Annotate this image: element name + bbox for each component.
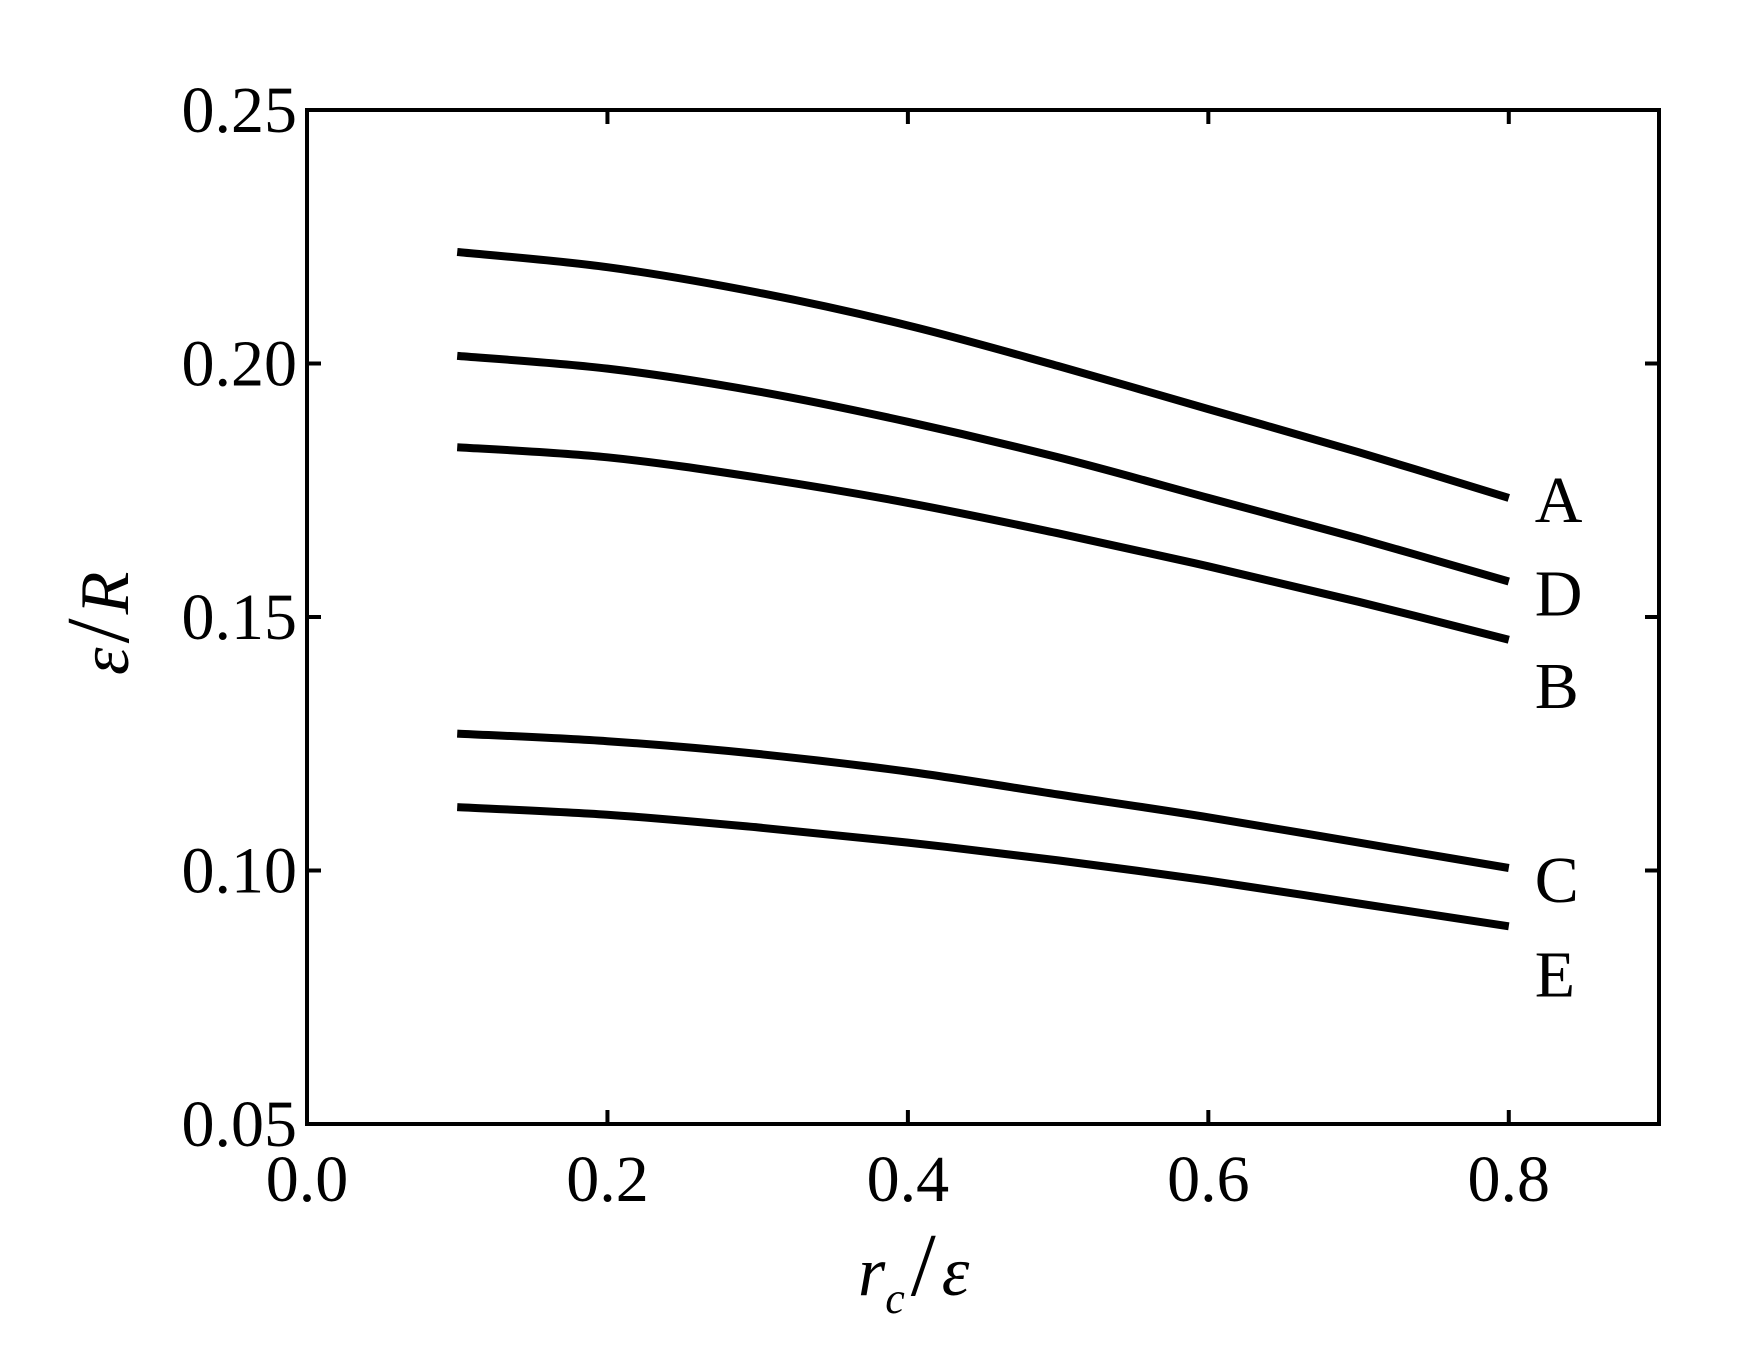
- x-axis-title-denominator: ε: [942, 1234, 970, 1311]
- series-label-a: A: [1535, 464, 1583, 537]
- x-tick-label: 0.8: [1468, 1143, 1551, 1216]
- series-line-e: [456, 803, 1510, 931]
- plot-frame-layer: [305, 108, 1661, 1126]
- series-label-c: C: [1535, 844, 1579, 917]
- y-axis-title-numerator: ε: [67, 647, 144, 675]
- series-layer: [456, 248, 1510, 931]
- y-tick-label: 0.25: [182, 74, 298, 147]
- x-tick-label: 0.0: [266, 1143, 349, 1216]
- plot-frame: [305, 108, 1661, 1126]
- y-axis-title-separator: /: [49, 618, 148, 643]
- y-tick-label: 0.05: [182, 1088, 298, 1161]
- series-label-b: B: [1535, 650, 1579, 723]
- x-axis-title-subscript: c: [885, 1274, 905, 1323]
- series-line-c: [456, 729, 1510, 872]
- x-axis-title-separator: /: [911, 1216, 936, 1315]
- y-tick-label: 0.20: [182, 328, 298, 401]
- labels-layer: ADB CE: [1535, 464, 1583, 1011]
- ticks-layer: 0.0 0.2 0.4 0.6 0.8 0.05 0.10 0.15 0.20 0.25: [182, 74, 1659, 1216]
- series-line-b: [456, 443, 1510, 644]
- series-label-d: D: [1535, 558, 1583, 631]
- y-axis-title-denominator: R: [67, 572, 144, 616]
- y-tick-label: 0.15: [182, 581, 298, 654]
- series-line-d: [456, 351, 1510, 586]
- series-label-e: E: [1535, 938, 1575, 1011]
- x-tick-label: 0.6: [1167, 1143, 1250, 1216]
- x-tick-label: 0.4: [867, 1143, 950, 1216]
- x-axis-title-main: r: [858, 1234, 886, 1311]
- series-line-a: [456, 248, 1510, 502]
- y-tick-label: 0.10: [182, 835, 298, 908]
- x-axis-title: rc/ε: [858, 1216, 970, 1323]
- x-tick-label: 0.2: [566, 1143, 649, 1216]
- y-axis-title: ε /R: [49, 572, 148, 675]
